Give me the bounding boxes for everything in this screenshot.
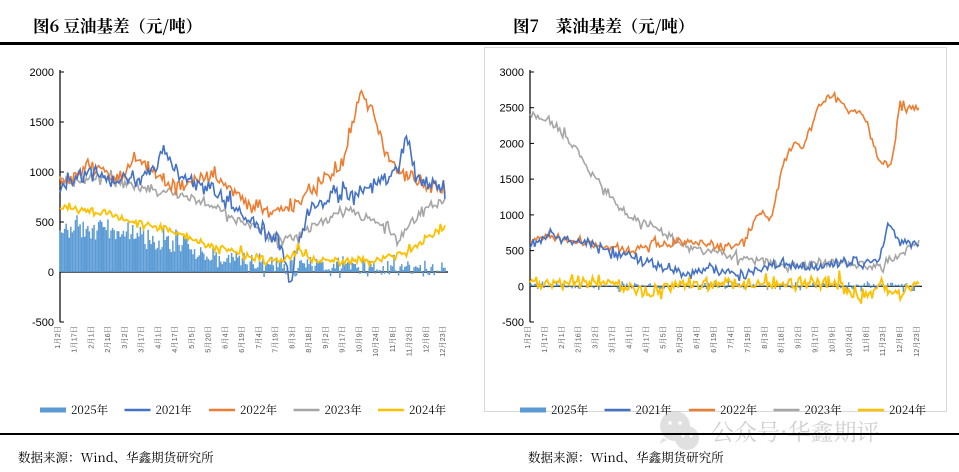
svg-text:4月17日: 4月17日	[170, 326, 179, 353]
svg-text:6月19日: 6月19日	[237, 326, 246, 353]
svg-text:1500: 1500	[30, 117, 54, 129]
svg-text:2500: 2500	[500, 103, 524, 115]
svg-text:0: 0	[48, 267, 54, 279]
svg-text:3月17日: 3月17日	[137, 326, 146, 353]
svg-text:0: 0	[518, 281, 524, 293]
svg-text:3000: 3000	[500, 67, 524, 79]
svg-text:2022年: 2022年	[240, 402, 278, 418]
svg-text:9月2日: 9月2日	[794, 326, 803, 349]
svg-text:1月2日: 1月2日	[523, 326, 532, 349]
svg-text:7月19日: 7月19日	[743, 326, 752, 353]
svg-text:2025年: 2025年	[71, 402, 109, 418]
svg-text:1月17日: 1月17日	[540, 326, 549, 353]
svg-text:9月17日: 9月17日	[811, 326, 820, 353]
svg-text:4月17日: 4月17日	[641, 326, 650, 353]
svg-text:9月17日: 9月17日	[338, 326, 347, 353]
svg-text:2000: 2000	[500, 138, 524, 150]
svg-text:5月5日: 5月5日	[187, 326, 196, 349]
svg-text:2024年: 2024年	[409, 402, 447, 418]
svg-text:2月16日: 2月16日	[103, 326, 112, 353]
svg-text:7月4日: 7月4日	[254, 326, 263, 349]
svg-text:8月18日: 8月18日	[304, 326, 313, 353]
svg-text:5月5日: 5月5日	[658, 326, 667, 349]
svg-text:11月23日: 11月23日	[878, 326, 887, 356]
svg-text:1000: 1000	[500, 210, 524, 222]
svg-text:10月24日: 10月24日	[371, 326, 380, 357]
svg-text:1000: 1000	[30, 167, 54, 179]
svg-text:12月8日: 12月8日	[421, 326, 430, 353]
svg-text:2021年: 2021年	[156, 402, 193, 418]
svg-text:11月8日: 11月8日	[861, 326, 870, 352]
svg-text:2000: 2000	[30, 67, 54, 79]
svg-text:2023年: 2023年	[325, 402, 363, 418]
svg-text:7月19日: 7月19日	[271, 326, 280, 353]
svg-text:500: 500	[36, 217, 54, 229]
svg-text:-500: -500	[32, 317, 54, 329]
svg-text:8月3日: 8月3日	[760, 326, 769, 349]
svg-text:11月8日: 11月8日	[388, 326, 397, 352]
svg-text:公众号·华鑫期评: 公众号·华鑫期评	[711, 414, 880, 447]
svg-text:500: 500	[506, 246, 524, 258]
svg-text:4月1日: 4月1日	[153, 326, 162, 349]
svg-text:5月20日: 5月20日	[675, 326, 684, 353]
svg-text:1月2日: 1月2日	[53, 326, 62, 349]
svg-text:8月18日: 8月18日	[777, 326, 786, 353]
svg-text:10月9日: 10月9日	[827, 326, 836, 353]
svg-text:12月23日: 12月23日	[912, 326, 921, 357]
svg-text:11月23日: 11月23日	[405, 326, 414, 356]
svg-text:3月2日: 3月2日	[120, 326, 129, 349]
svg-text:5月20日: 5月20日	[204, 326, 213, 353]
svg-text:2月16日: 2月16日	[574, 326, 583, 353]
svg-text:1500: 1500	[500, 174, 524, 186]
svg-text:2月1日: 2月1日	[557, 326, 566, 349]
svg-text:-500: -500	[502, 317, 524, 329]
svg-text:8月3日: 8月3日	[287, 326, 296, 349]
svg-text:10月9日: 10月9日	[354, 326, 363, 353]
svg-text:2025年: 2025年	[551, 402, 589, 418]
svg-text:9月2日: 9月2日	[321, 326, 330, 349]
svg-text:6月4日: 6月4日	[692, 326, 701, 349]
svg-text:3月17日: 3月17日	[608, 326, 617, 353]
svg-text:6月4日: 6月4日	[220, 326, 229, 349]
svg-text:3月2日: 3月2日	[591, 326, 600, 349]
svg-text:7月4日: 7月4日	[726, 326, 735, 349]
svg-text:6月19日: 6月19日	[709, 326, 718, 353]
svg-text:10月24日: 10月24日	[844, 326, 853, 357]
svg-text:12月23日: 12月23日	[438, 326, 447, 357]
svg-text:1月17日: 1月17日	[70, 326, 79, 353]
svg-text:2月1日: 2月1日	[87, 326, 96, 349]
svg-text:12月8日: 12月8日	[895, 326, 904, 353]
svg-text:4月1日: 4月1日	[625, 326, 634, 349]
